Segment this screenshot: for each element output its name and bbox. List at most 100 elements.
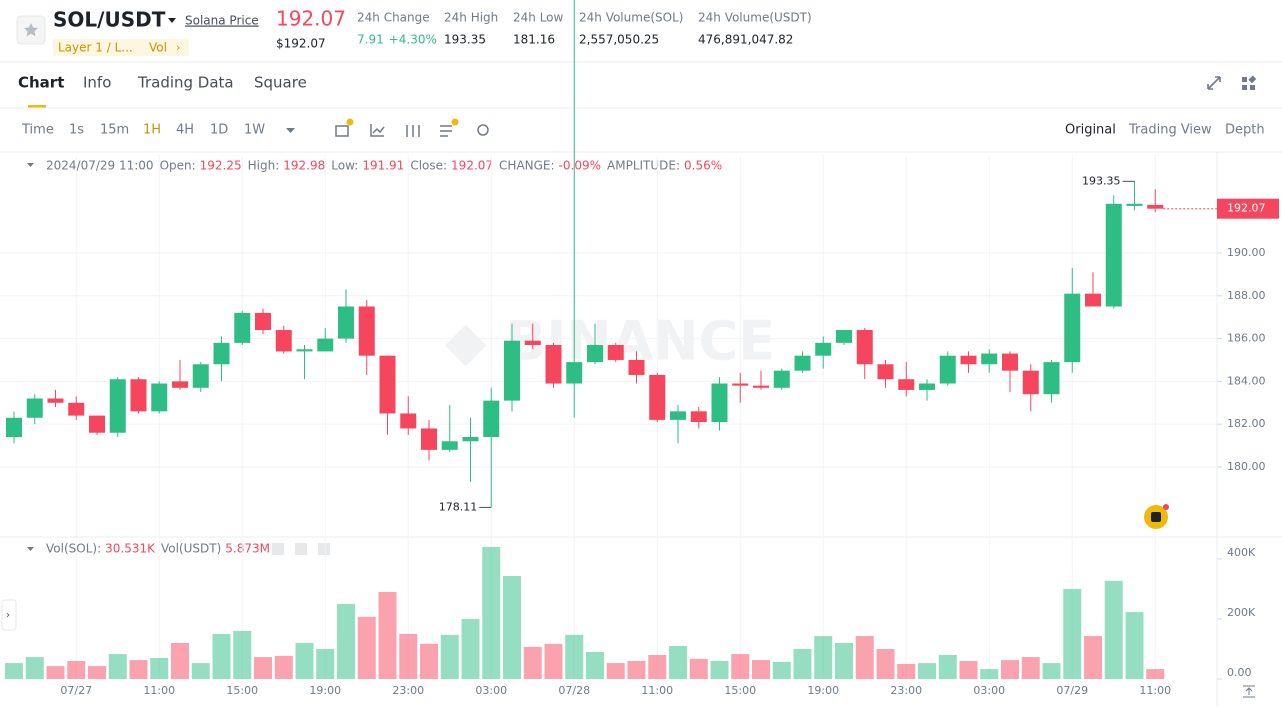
volume-bar xyxy=(648,654,667,679)
watermark: ◆ BINANCE xyxy=(445,310,775,373)
candle-body xyxy=(275,330,292,352)
volume-bar xyxy=(1042,663,1061,679)
last-price-label: 192.07 xyxy=(1227,202,1266,215)
x-tick-label: 19:00 xyxy=(309,684,341,697)
interval[interactable]: 1W xyxy=(244,123,265,138)
candle-body xyxy=(89,415,105,433)
volume-bar xyxy=(876,648,895,679)
volume-bar xyxy=(544,643,563,679)
volume-bar xyxy=(212,633,231,679)
axis-settings-icon[interactable] xyxy=(1243,685,1255,698)
x-tick-label: 03:00 xyxy=(973,684,1005,697)
candle-body xyxy=(483,400,500,438)
legend-control[interactable] xyxy=(318,543,330,555)
active-tab-indicator xyxy=(28,105,46,108)
tab[interactable]: Square xyxy=(254,74,307,92)
view-option[interactable]: Original xyxy=(1065,123,1116,138)
info-label: CHANGE: xyxy=(499,159,555,173)
interval[interactable]: Time xyxy=(21,123,54,138)
volume-bar xyxy=(171,642,189,679)
symbol-dropdown[interactable] xyxy=(168,18,176,23)
interval[interactable]: 1H xyxy=(143,123,161,138)
volume-bar xyxy=(233,630,252,679)
candle-body xyxy=(877,364,894,380)
candle-body xyxy=(400,413,417,429)
y-tick-label: 184.00 xyxy=(1227,374,1266,387)
vol-label: Vol(USDT) xyxy=(161,542,221,556)
tag-arrow: › xyxy=(176,41,180,54)
volume-bar xyxy=(440,634,459,679)
candle-body xyxy=(587,345,603,363)
assistant-icon xyxy=(1151,512,1161,522)
layout-icon[interactable] xyxy=(1242,75,1257,90)
volume-bar xyxy=(67,660,86,679)
info-value: 191.91 xyxy=(362,159,404,173)
x-tick-label: 15:00 xyxy=(226,684,258,697)
candle-body xyxy=(732,383,749,386)
candle-body xyxy=(711,383,728,423)
view-option[interactable]: Depth xyxy=(1225,123,1265,138)
collapse-icon[interactable] xyxy=(27,163,34,167)
legend-control[interactable] xyxy=(295,543,307,555)
y-tick-label: 188.00 xyxy=(1227,289,1266,302)
interval-dropdown[interactable] xyxy=(286,128,295,133)
symbol: SOL/USDT xyxy=(53,8,166,32)
interval[interactable]: 15m xyxy=(100,123,129,138)
candle-body xyxy=(504,340,520,401)
volume-bar xyxy=(855,636,874,679)
tab[interactable]: Chart xyxy=(18,74,64,92)
interval[interactable]: 4H xyxy=(176,123,194,138)
volume-bar xyxy=(1001,660,1019,679)
view-option[interactable]: Trading View xyxy=(1128,123,1212,138)
price-usd: $192.07 xyxy=(276,37,326,51)
volume-bar xyxy=(710,660,729,679)
x-tick-label: 07/27 xyxy=(60,684,92,697)
volume-bar xyxy=(918,663,936,679)
volume-bar xyxy=(752,660,770,679)
x-tick-label: 15:00 xyxy=(724,684,756,697)
y-tick-label: 182.00 xyxy=(1227,417,1266,430)
candle-body xyxy=(192,364,209,388)
volume-bar xyxy=(1146,669,1165,679)
x-tick-label: 23:00 xyxy=(392,684,424,697)
x-tick-label: 07/29 xyxy=(1056,684,1088,697)
volume-bar xyxy=(254,657,272,679)
x-tick-label: 07/28 xyxy=(558,684,590,697)
y-tick-label: 190.00 xyxy=(1227,246,1266,259)
legend-control[interactable] xyxy=(272,543,284,555)
volume-bar xyxy=(586,651,604,679)
x-tick-label: 19:00 xyxy=(807,684,839,697)
candle-body xyxy=(1126,203,1143,206)
tab[interactable]: Info xyxy=(83,74,111,92)
candle-body xyxy=(68,402,85,416)
volume-bar xyxy=(1063,588,1082,679)
candle-body xyxy=(1085,293,1101,307)
candle-body xyxy=(234,312,251,343)
volume-bar xyxy=(897,663,916,679)
candle-body xyxy=(1043,362,1060,395)
v-tick-label: 200K xyxy=(1227,606,1256,619)
volume-bar xyxy=(835,642,853,679)
interval[interactable]: 1s xyxy=(69,123,84,138)
stat-value: 2,557,050.25 xyxy=(579,33,659,47)
candle-body xyxy=(109,379,126,433)
collapse-button[interactable] xyxy=(1,599,17,631)
candle-body xyxy=(151,383,168,412)
candle-body xyxy=(172,381,188,388)
tag[interactable]: Vol xyxy=(149,41,167,55)
interval[interactable]: 1D xyxy=(210,123,228,138)
stat-value: 476,891,047.82 xyxy=(698,33,793,47)
price-link[interactable]: Solana Price xyxy=(185,14,259,28)
badge xyxy=(451,118,459,126)
fullscreen-icon[interactable] xyxy=(1207,76,1221,90)
y-tick-label: 186.00 xyxy=(1227,332,1266,345)
tab[interactable]: Trading Data xyxy=(137,74,234,92)
collapse-icon[interactable] xyxy=(27,547,34,551)
tool-icons[interactable] xyxy=(335,124,489,137)
info-value: -0.09% xyxy=(559,159,601,173)
candle-body xyxy=(607,345,624,360)
candle-body xyxy=(441,441,458,450)
candle-body xyxy=(421,428,437,450)
tag[interactable]: Layer 1 / L... xyxy=(58,41,133,55)
